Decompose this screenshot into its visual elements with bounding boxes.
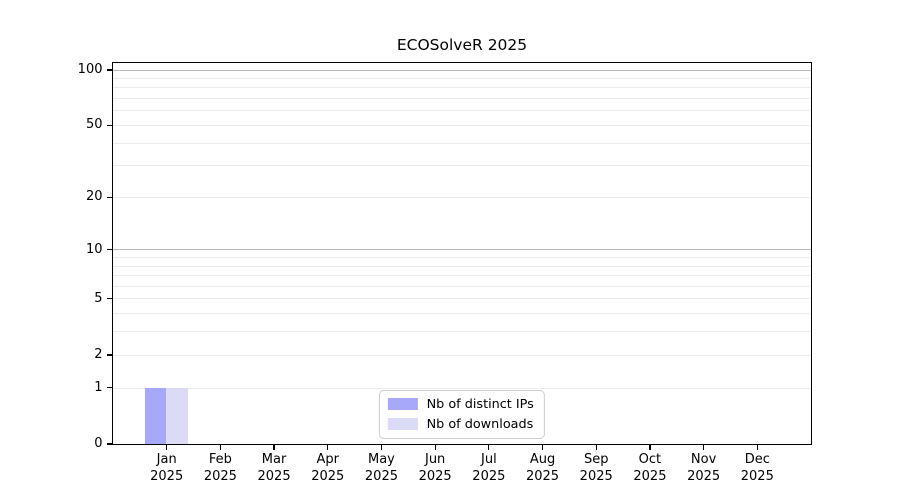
gridline-y-10	[112, 249, 811, 251]
x-tick-label-oct: Oct 2025	[633, 452, 667, 484]
gridline-y-6	[112, 285, 811, 287]
x-tick-mark-sep	[595, 445, 597, 451]
gridline-y-9	[112, 257, 811, 259]
y-tick-mark-10	[106, 249, 112, 251]
x-tick-mark-jan	[166, 445, 168, 451]
legend-swatch-icon	[387, 398, 418, 411]
gridline-y-1	[112, 387, 811, 389]
y-tick-label-0: 0	[94, 436, 103, 451]
gridline-y-20	[112, 196, 811, 198]
y-tick-label-100: 100	[77, 61, 103, 77]
gridline-y-90	[112, 78, 811, 80]
y-tick-label-20: 20	[85, 189, 103, 205]
gridline-y-70	[112, 98, 811, 100]
x-tick-mark-may	[380, 445, 383, 451]
y-tick-mark-2	[106, 354, 112, 356]
x-tick-label-jan: Jan 2025	[150, 452, 184, 484]
gridline-y-30	[112, 165, 811, 167]
y-tick-mark-5	[106, 298, 112, 300]
y-tick-label-2: 2	[94, 346, 103, 362]
bar-jan-series0	[144, 387, 167, 444]
x-tick-label-sep: Sep 2025	[579, 452, 613, 484]
x-tick-label-apr: Apr 2025	[311, 452, 345, 484]
y-tick-mark-100	[106, 69, 112, 71]
gridline-y-3	[112, 331, 811, 333]
x-tick-label-jul: Jul 2025	[472, 452, 506, 484]
y-tick-mark-1	[106, 387, 112, 389]
x-tick-mark-nov	[703, 445, 705, 451]
x-tick-mark-dec	[756, 445, 758, 451]
x-tick-label-mar: Mar 2025	[257, 452, 291, 484]
chart-title: ECOSolveR 2025	[396, 36, 528, 54]
gridline-y-40	[112, 142, 811, 144]
gridline-y-7	[112, 275, 811, 277]
gridline-y-8	[112, 265, 811, 267]
gridline-y-50	[112, 124, 811, 126]
x-tick-label-nov: Nov 2025	[687, 452, 721, 484]
bar-jan-series1	[166, 387, 188, 444]
gridline-y-60	[112, 110, 811, 112]
x-tick-mark-oct	[649, 445, 651, 451]
gridline-y-80	[112, 87, 811, 89]
x-tick-mark-aug	[541, 445, 544, 451]
x-tick-mark-jul	[488, 445, 490, 451]
y-tick-label-50: 50	[85, 117, 103, 133]
y-tick-mark-20	[106, 196, 112, 198]
plot-area: Nb of distinct IPs Nb of downloads	[111, 61, 812, 445]
legend-label: Nb of distinct IPs	[426, 396, 534, 412]
x-tick-mark-feb	[219, 445, 221, 451]
x-tick-mark-jun	[434, 445, 436, 451]
x-tick-mark-mar	[273, 445, 275, 451]
legend-swatch-icon	[387, 418, 418, 431]
y-tick-mark-0	[106, 443, 112, 445]
x-tick-label-feb: Feb 2025	[203, 452, 237, 484]
x-tick-label-may: May 2025	[364, 452, 398, 484]
x-tick-label-jun: Jun 2025	[418, 452, 452, 484]
gridline-y-2	[112, 354, 811, 356]
legend-entry-1: Nb of downloads	[387, 416, 534, 432]
x-tick-label-dec: Dec 2025	[740, 452, 774, 484]
y-tick-mark-50	[106, 124, 112, 126]
gridline-y-4	[112, 313, 811, 315]
y-tick-label-1: 1	[94, 379, 103, 395]
x-tick-mark-apr	[327, 445, 329, 451]
legend: Nb of distinct IPs Nb of downloads	[378, 389, 545, 439]
y-tick-label-10: 10	[85, 241, 103, 257]
legend-entry-0: Nb of distinct IPs	[387, 396, 534, 412]
gridline-y-5	[112, 298, 811, 300]
legend-label: Nb of downloads	[426, 416, 534, 432]
gridline-y-100	[112, 69, 811, 71]
x-tick-label-aug: Aug 2025	[525, 452, 560, 484]
y-tick-label-5: 5	[94, 290, 103, 306]
